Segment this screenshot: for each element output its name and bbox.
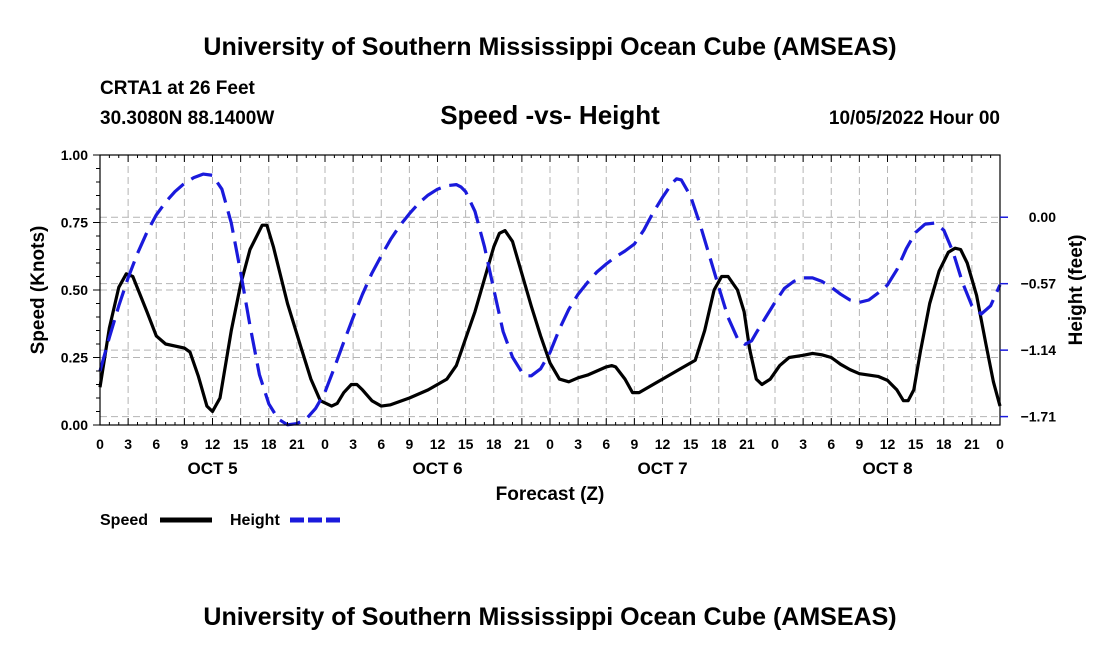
axis-ticks: 0 3 6 9 12 15 18 21 0 3 6 9 12 15 18 21 0 3 6 9 12 15 18 21 0 3 6 9…	[61, 147, 1056, 478]
grid-lines	[100, 155, 1000, 425]
x-tick-label: 15	[908, 436, 924, 452]
x-tick-label: 6	[827, 436, 835, 452]
x-tick-label: 18	[486, 436, 502, 452]
x-tick-label: 21	[739, 436, 755, 452]
y-left-tick-label: 0.50	[61, 282, 88, 298]
x-tick-label: 3	[124, 436, 132, 452]
x-tick-label: 6	[377, 436, 385, 452]
y-left-tick-label: 0.75	[61, 215, 88, 231]
legend-height-label: Height	[230, 512, 280, 529]
x-tick-label: 21	[289, 436, 305, 452]
chart-title-top: University of Southern Mississippi Ocean…	[203, 33, 896, 61]
x-tick-label: 3	[349, 436, 357, 452]
x-tick-label: 12	[430, 436, 446, 452]
x-tick-label: 12	[880, 436, 896, 452]
y-left-tick-label: 1.00	[61, 147, 88, 163]
x-tick-label: 9	[180, 436, 188, 452]
plot-title: Speed -vs- Height	[440, 100, 660, 130]
day-label: OCT 6	[412, 459, 462, 478]
x-tick-label: 0	[996, 436, 1004, 452]
y-right-tick-label: 0.00	[1029, 209, 1056, 225]
x-tick-label: 9	[855, 436, 863, 452]
x-tick-label: 18	[261, 436, 277, 452]
x-tick-label: 0	[771, 436, 779, 452]
x-tick-label: 3	[799, 436, 807, 452]
day-label: OCT 8	[862, 459, 912, 478]
data-series	[98, 172, 1002, 427]
forecast-date: 10/05/2022 Hour 00	[829, 108, 1000, 129]
x-tick-label: 21	[514, 436, 530, 452]
y-axis-right-label: Height (feet)	[1066, 235, 1087, 346]
x-axis-label: Forecast (Z)	[496, 484, 605, 505]
legend-speed-label: Speed	[100, 512, 148, 529]
y-right-tick-label: −1.71	[1021, 409, 1057, 425]
station-coordinates: 30.3080N 88.1400W	[100, 108, 274, 129]
x-tick-label: 0	[546, 436, 554, 452]
x-tick-label: 15	[233, 436, 249, 452]
legend: Speed Height	[100, 512, 342, 529]
y-left-tick-label: 0.25	[61, 350, 88, 366]
x-tick-label: 3	[574, 436, 582, 452]
day-label: OCT 5	[187, 459, 237, 478]
y-right-tick-label: −0.57	[1021, 276, 1057, 292]
y-axis-left-label: Speed (Knots)	[28, 226, 49, 355]
x-tick-label: 18	[711, 436, 727, 452]
x-tick-label: 12	[655, 436, 671, 452]
x-tick-label: 15	[683, 436, 699, 452]
x-tick-label: 12	[205, 436, 221, 452]
x-tick-label: 18	[936, 436, 952, 452]
x-tick-label: 0	[96, 436, 104, 452]
x-tick-label: 9	[405, 436, 413, 452]
x-tick-label: 6	[602, 436, 610, 452]
y-left-tick-label: 0.00	[61, 417, 88, 433]
chart-title-bottom: University of Southern Mississippi Ocean…	[203, 603, 896, 631]
x-tick-label: 21	[964, 436, 980, 452]
series-line-height	[98, 172, 1002, 427]
y-right-tick-label: −1.14	[1021, 342, 1057, 358]
x-tick-label: 6	[152, 436, 160, 452]
station-label: CRTA1 at 26 Feet	[100, 78, 256, 99]
series-line-speed	[98, 223, 1002, 414]
x-tick-label: 15	[458, 436, 474, 452]
x-tick-label: 9	[630, 436, 638, 452]
day-label: OCT 7	[637, 459, 687, 478]
x-tick-label: 0	[321, 436, 329, 452]
